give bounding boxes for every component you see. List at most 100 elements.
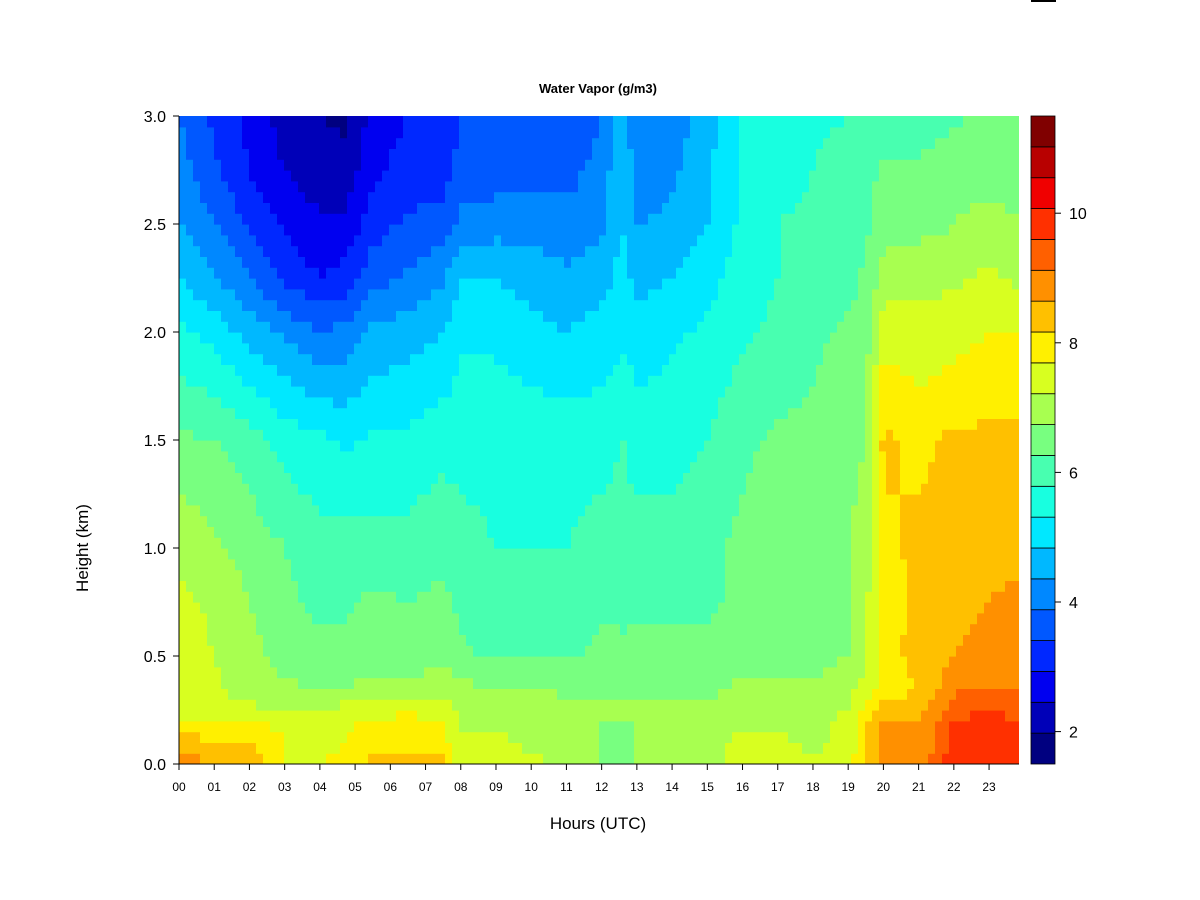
heatmap-cell xyxy=(620,440,628,452)
heatmap-cell xyxy=(256,515,264,527)
heatmap-cell xyxy=(494,224,502,236)
heatmap-cell xyxy=(620,515,628,527)
heatmap-cell xyxy=(438,580,446,592)
heatmap-cell xyxy=(641,450,649,463)
heatmap-cell xyxy=(326,548,334,560)
heatmap-cell xyxy=(424,202,432,214)
heatmap-cell xyxy=(732,310,740,322)
heatmap-cell xyxy=(662,342,670,355)
heatmap-cell xyxy=(396,245,404,257)
heatmap-cell xyxy=(655,386,663,398)
heatmap-cell xyxy=(536,688,544,700)
heatmap-cell xyxy=(599,753,607,764)
heatmap-cell xyxy=(732,278,740,290)
heatmap-cell xyxy=(382,148,390,160)
heatmap-cell xyxy=(214,504,222,517)
heatmap-cell xyxy=(249,720,257,733)
heatmap-cell xyxy=(424,504,432,517)
heatmap-cell xyxy=(592,569,600,581)
heatmap-cell xyxy=(284,548,292,560)
heatmap-cell xyxy=(704,310,712,322)
heatmap-cell xyxy=(529,332,537,344)
heatmap-cell xyxy=(179,656,187,668)
heatmap-cell xyxy=(256,634,264,646)
heatmap-cell xyxy=(284,213,292,225)
heatmap-cell xyxy=(263,234,271,247)
heatmap-cell xyxy=(739,666,747,679)
heatmap-cell xyxy=(501,526,509,538)
heatmap-cell xyxy=(263,375,271,387)
heatmap-cell xyxy=(396,310,404,322)
heatmap-cell xyxy=(508,310,516,322)
heatmap-cell xyxy=(312,710,320,722)
heatmap-cell xyxy=(340,450,348,463)
heatmap-cell xyxy=(725,407,733,419)
heatmap-cell xyxy=(746,213,754,225)
heatmap-cell xyxy=(263,569,271,581)
heatmap-cell xyxy=(228,461,236,473)
heatmap-cell xyxy=(683,267,691,279)
heatmap-cell xyxy=(557,267,565,279)
heatmap-cell xyxy=(627,612,635,625)
heatmap-cell xyxy=(438,170,446,182)
heatmap-cell xyxy=(291,753,299,764)
heatmap-cell xyxy=(522,396,530,409)
heatmap-cell xyxy=(417,753,425,764)
heatmap-cell xyxy=(690,180,698,193)
heatmap-cell xyxy=(410,234,418,247)
heatmap-cell xyxy=(550,440,558,452)
heatmap-cell xyxy=(704,699,712,711)
heatmap-cell xyxy=(193,310,201,322)
heatmap-cell xyxy=(529,170,537,182)
heatmap-cell xyxy=(508,483,516,495)
heatmap-cell xyxy=(424,256,432,268)
heatmap-cell xyxy=(711,288,719,301)
heatmap-cell xyxy=(620,267,628,279)
heatmap-cell xyxy=(459,202,467,214)
heatmap-cell xyxy=(207,699,215,711)
heatmap-cell xyxy=(599,321,607,333)
heatmap-cell xyxy=(648,504,656,517)
heatmap-cell xyxy=(648,526,656,538)
heatmap-cell xyxy=(746,353,754,365)
heatmap-cell xyxy=(648,591,656,603)
heatmap-cell xyxy=(515,699,523,711)
heatmap-cell xyxy=(375,375,383,387)
heatmap-cell xyxy=(725,440,733,452)
heatmap-cell xyxy=(186,375,194,387)
heatmap-cell xyxy=(452,116,460,128)
heatmap-cell xyxy=(319,342,327,355)
heatmap-cell xyxy=(606,515,614,527)
heatmap-cell xyxy=(333,699,341,711)
heatmap-cell xyxy=(277,450,285,463)
heatmap-cell xyxy=(340,720,348,733)
heatmap-cell xyxy=(256,710,264,722)
heatmap-cell xyxy=(753,602,761,614)
heatmap-cell xyxy=(739,580,747,592)
heatmap-cell xyxy=(221,720,229,733)
heatmap-cell xyxy=(445,450,453,463)
heatmap-cell xyxy=(410,278,418,290)
heatmap-cell xyxy=(739,537,747,549)
heatmap-cell xyxy=(368,440,376,452)
heatmap-cell xyxy=(641,180,649,193)
heatmap-cell xyxy=(256,688,264,700)
heatmap-cell xyxy=(697,234,705,247)
heatmap-cell xyxy=(186,170,194,182)
heatmap-cell xyxy=(536,742,544,754)
heatmap-cell xyxy=(403,461,411,473)
heatmap-cell xyxy=(613,375,621,387)
heatmap-cell xyxy=(403,558,411,571)
heatmap-cell xyxy=(676,558,684,571)
heatmap-cell xyxy=(179,288,187,301)
heatmap-cell xyxy=(536,213,544,225)
heatmap-cell xyxy=(613,256,621,268)
heatmap-cell xyxy=(718,450,726,463)
heatmap-cell xyxy=(760,591,768,603)
heatmap-cell xyxy=(522,666,530,679)
heatmap-cell xyxy=(480,299,488,311)
heatmap-cell xyxy=(753,245,761,257)
heatmap-cell xyxy=(438,753,446,764)
heatmap-cell xyxy=(354,504,362,517)
heatmap-cell xyxy=(648,342,656,355)
